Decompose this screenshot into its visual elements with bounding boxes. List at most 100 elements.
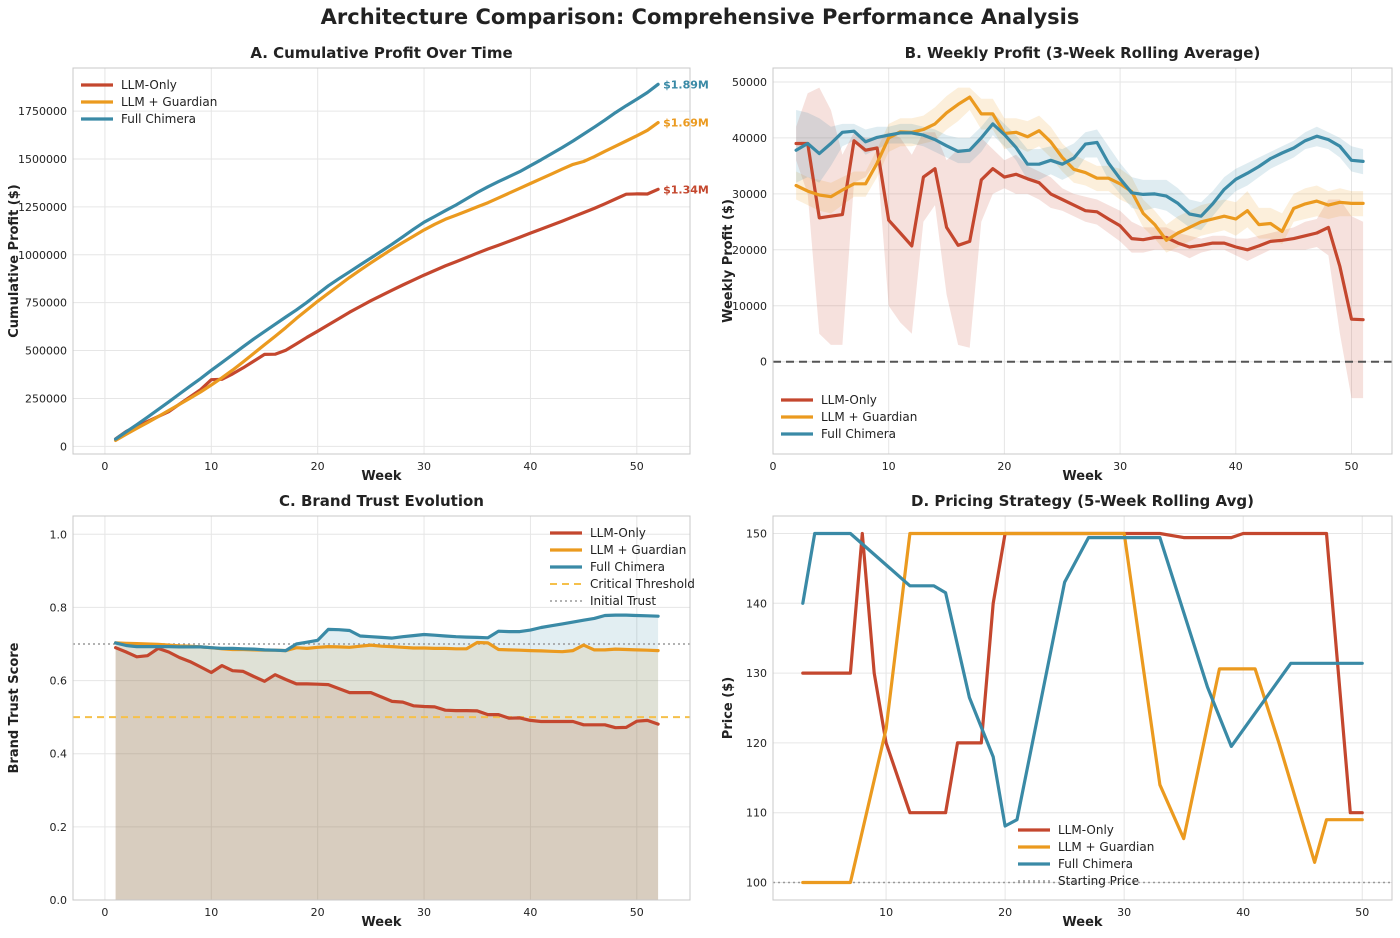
plot-frame (772, 515, 1393, 901)
panel-brand-trust: 0 10 20 30 40 50 0.0 0.2 0.4 0.6 0.8 1.0 C. Brand Tr… (7, 492, 695, 930)
panel-title: B. Weekly Profit (3-Week Rolling Average… (905, 44, 1261, 62)
x-tick-label: 50 (1355, 906, 1369, 919)
x-axis-label: Week (361, 915, 402, 930)
area-fill-llm-only (115, 647, 659, 900)
plot-frame (72, 515, 691, 901)
legend-label-full-chimera: Full Chimera (1058, 857, 1133, 871)
area-fill-full-chimera (115, 615, 659, 900)
plot-frame (72, 67, 691, 455)
y-tick-label: 250000 (25, 392, 67, 405)
panel-cumulative-profit: 0 10 20 30 40 50 0 250000 500000 750000 1000000 125… (7, 44, 709, 484)
x-tick-label: 10 (204, 460, 218, 473)
panel-title: A. Cumulative Profit Over Time (250, 44, 512, 62)
legend-label-full-chimera: Full Chimera (821, 427, 896, 441)
series-line-llm-guardian (794, 95, 1365, 242)
y-tick-label: 20000 (732, 244, 767, 257)
x-tick-label: 20 (311, 906, 325, 919)
x-tick-label: 40 (1229, 460, 1243, 473)
y-tick-label: 50000 (732, 76, 767, 89)
x-tick-label: 50 (1345, 460, 1359, 473)
area-fill-llm-guardian (115, 642, 659, 900)
y-tick-label: 1750000 (18, 105, 67, 118)
y-tick-label: 0.8 (50, 601, 68, 614)
x-tick-label: 30 (1117, 906, 1131, 919)
series-line-full-chimera (113, 82, 660, 441)
legend-label-llm-guardian: LLM + Guardian (1058, 840, 1154, 854)
y-tick-label: 1000000 (18, 249, 67, 262)
x-tick-label: 30 (1113, 460, 1127, 473)
y-tick-label: 10000 (732, 300, 767, 313)
confidence-band-llm-only (796, 87, 1364, 399)
legend-label-llm-only: LLM-Only (590, 526, 646, 540)
y-tick-label: 110 (746, 807, 767, 820)
end-value-label-full-chimera: $1.89M (663, 78, 709, 91)
y-axis-label: Brand Trust Score (7, 642, 22, 773)
x-tick-label: 30 (417, 906, 431, 919)
legend-label-critical-threshold: Critical Threshold (590, 577, 695, 591)
x-tick-label: 20 (997, 460, 1011, 473)
x-tick-label: 40 (1236, 906, 1250, 919)
panel-title: D. Pricing Strategy (5-Week Rolling Avg) (911, 492, 1254, 510)
series-line-full-chimera (794, 122, 1365, 218)
y-tick-label: 0.0 (50, 894, 68, 907)
y-axis-label: Price ($) (721, 677, 736, 739)
y-tick-label: 1.0 (50, 528, 68, 541)
y-tick-label: 0.6 (50, 675, 68, 688)
series-line-full-chimera (801, 531, 1364, 828)
y-tick-label: 140 (746, 597, 767, 610)
y-tick-label: 500000 (25, 345, 67, 358)
x-tick-label: 40 (523, 460, 537, 473)
legend-label-starting-price: Starting Price (1058, 874, 1139, 888)
y-tick-label: 120 (746, 737, 767, 750)
y-tick-label: 1500000 (18, 153, 67, 166)
legend-label-llm-only: LLM-Only (121, 78, 177, 92)
legend-label-llm-guardian: LLM + Guardian (121, 95, 217, 109)
legend-label-llm-guardian: LLM + Guardian (821, 410, 917, 424)
legend-label-full-chimera: Full Chimera (590, 560, 665, 574)
x-tick-label: 40 (523, 906, 537, 919)
x-tick-label: 10 (204, 906, 218, 919)
series-line-llm-only (794, 139, 1365, 322)
x-tick-label: 20 (311, 460, 325, 473)
end-value-label-llm-guardian: $1.69M (663, 117, 709, 130)
x-axis-label: Week (1062, 469, 1103, 484)
y-tick-label: 100 (746, 877, 767, 890)
y-tick-label: 40000 (732, 132, 767, 145)
x-tick-label: 50 (630, 460, 644, 473)
panel-title: C. Brand Trust Evolution (279, 492, 484, 510)
legend-label-llm-guardian: LLM + Guardian (590, 543, 686, 557)
y-tick-label: 150 (746, 527, 767, 540)
x-tick-label: 0 (101, 460, 108, 473)
legend-label-full-chimera: Full Chimera (121, 112, 196, 126)
x-tick-label: 20 (998, 906, 1012, 919)
x-axis-label: Week (1062, 915, 1103, 930)
x-tick-label: 50 (630, 906, 644, 919)
legend-label-initial-trust: Initial Trust (590, 594, 656, 608)
y-tick-label: 750000 (25, 297, 67, 310)
x-tick-label: 10 (882, 460, 896, 473)
series-line-llm-only (113, 187, 660, 441)
x-axis-label: Week (361, 469, 402, 484)
panel-weekly-profit: 0 10 20 30 40 50 0 10000 20000 30000 40000 50000 B. … (721, 44, 1393, 484)
x-tick-label: 10 (879, 906, 893, 919)
x-tick-label: 30 (417, 460, 431, 473)
y-axis-label: Weekly Profit ($) (721, 199, 736, 323)
series-line-full-chimera (113, 613, 660, 653)
x-tick-label: 0 (770, 460, 777, 473)
end-value-label-llm-only: $1.34M (663, 183, 709, 196)
y-tick-label: 0 (760, 356, 767, 369)
x-tick-label: 0 (101, 906, 108, 919)
legend-label-llm-only: LLM-Only (1058, 823, 1114, 837)
plot-frame (772, 67, 1393, 455)
y-tick-label: 30000 (732, 188, 767, 201)
y-tick-label: 130 (746, 667, 767, 680)
y-axis-label: Cumulative Profit ($) (7, 184, 22, 338)
y-tick-label: 0.4 (50, 748, 68, 761)
figure-title: Architecture Comparison: Comprehensive P… (321, 5, 1080, 29)
legend-label-llm-only: LLM-Only (821, 393, 877, 407)
series-line-llm-guardian (113, 120, 660, 442)
y-tick-label: 0.2 (50, 821, 68, 834)
series-line-llm-only (113, 646, 660, 730)
y-tick-label: 0 (60, 440, 67, 453)
